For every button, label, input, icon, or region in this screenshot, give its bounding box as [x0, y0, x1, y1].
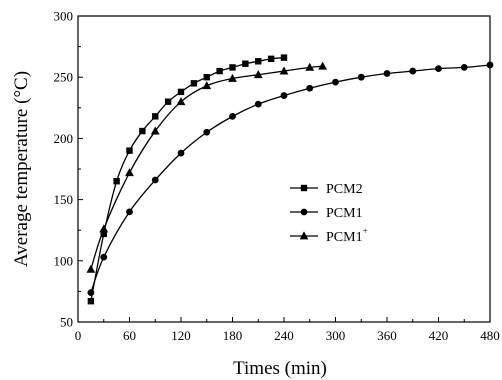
y-tick-label: 300 [54, 9, 74, 24]
data-point-circle [203, 128, 211, 136]
data-point-circle [126, 208, 133, 216]
data-point-triangle [305, 62, 315, 71]
series-1 [87, 54, 288, 305]
data-point-circle [486, 61, 494, 69]
legend-marker-circle [300, 208, 308, 216]
data-point-triangle [176, 97, 186, 106]
legend-item: PCM1+ [290, 226, 368, 245]
y-axis-title: Average temperature (°C) [11, 71, 32, 267]
data-point-square [229, 64, 236, 71]
data-point-square [164, 98, 172, 105]
plot-frame [77, 15, 491, 323]
data-point-circle [229, 112, 236, 120]
data-point-triangle [253, 70, 263, 79]
data-point-square [126, 147, 133, 154]
data-point-square [139, 127, 146, 135]
data-point-triangle [202, 81, 212, 90]
data-point-square [152, 113, 159, 120]
x-tick-label: 60 [123, 328, 136, 343]
x-tick-label: 420 [429, 328, 449, 343]
legend-marker-triangle [299, 231, 309, 240]
series-line [90, 56, 285, 302]
data-point-triangle [99, 224, 109, 233]
data-point-circle [254, 100, 262, 108]
legend-label: PCM1 [326, 206, 363, 221]
data-point-circle [332, 78, 339, 86]
x-tick-label: 300 [326, 328, 346, 343]
data-point-square [190, 80, 198, 87]
legend-item: PCM1 [290, 206, 363, 221]
y-tick-label: 200 [54, 131, 74, 146]
legend-marker-square [300, 184, 308, 192]
x-tick-label: 360 [377, 328, 397, 343]
data-point-square [113, 178, 120, 185]
legend-item: PCM2 [290, 182, 363, 197]
data-point-circle [87, 289, 95, 297]
data-point-circle [357, 73, 365, 81]
data-point-circle [460, 64, 468, 71]
data-point-circle [383, 70, 391, 77]
data-point-square [100, 230, 107, 238]
data-point-circle [306, 84, 314, 92]
data-point-circle [100, 253, 108, 261]
data-point-circle [151, 176, 159, 184]
data-point-square [177, 88, 185, 96]
x-tick-label: 480 [480, 328, 500, 343]
x-axis-title: Times (min) [233, 358, 327, 379]
series-group [86, 54, 494, 305]
data-point-triangle [318, 61, 328, 70]
legend-superscript: + [363, 226, 368, 236]
y-tick-label: 50 [60, 315, 73, 330]
data-point-triangle [150, 126, 160, 135]
data-point-triangle [86, 264, 96, 273]
series-line [90, 64, 491, 293]
series-3 [86, 61, 328, 273]
data-point-square [242, 60, 249, 67]
series-line [90, 65, 323, 270]
data-point-square [280, 54, 288, 61]
series-2 [87, 61, 494, 297]
data-point-circle [409, 67, 417, 75]
y-tick-label: 100 [54, 253, 74, 268]
x-tick-label: 0 [75, 328, 82, 343]
data-point-circle [177, 149, 185, 157]
legend-label: PCM2 [326, 182, 363, 197]
data-point-square [203, 74, 210, 81]
x-tick-label: 240 [274, 328, 294, 343]
x-tick-label: 180 [223, 328, 243, 343]
data-point-square [267, 55, 275, 63]
data-point-triangle [228, 73, 237, 82]
axes: 0 60 120 180 240 300 360 420 480 50 100 150 200 250 30… [54, 9, 500, 344]
y-tick-label: 250 [54, 70, 74, 85]
legend: PCM2 PCM1 PCM1+ [290, 182, 368, 245]
data-point-square [87, 297, 95, 305]
data-point-triangle [279, 66, 289, 75]
data-point-square [216, 67, 223, 75]
data-point-circle [280, 92, 288, 99]
data-point-circle [435, 65, 442, 73]
data-point-triangle [125, 168, 134, 177]
x-tick-label: 120 [171, 328, 191, 343]
y-tick-label: 150 [54, 192, 74, 207]
data-point-square [255, 58, 262, 65]
legend-label: PCM1+ [326, 226, 368, 245]
